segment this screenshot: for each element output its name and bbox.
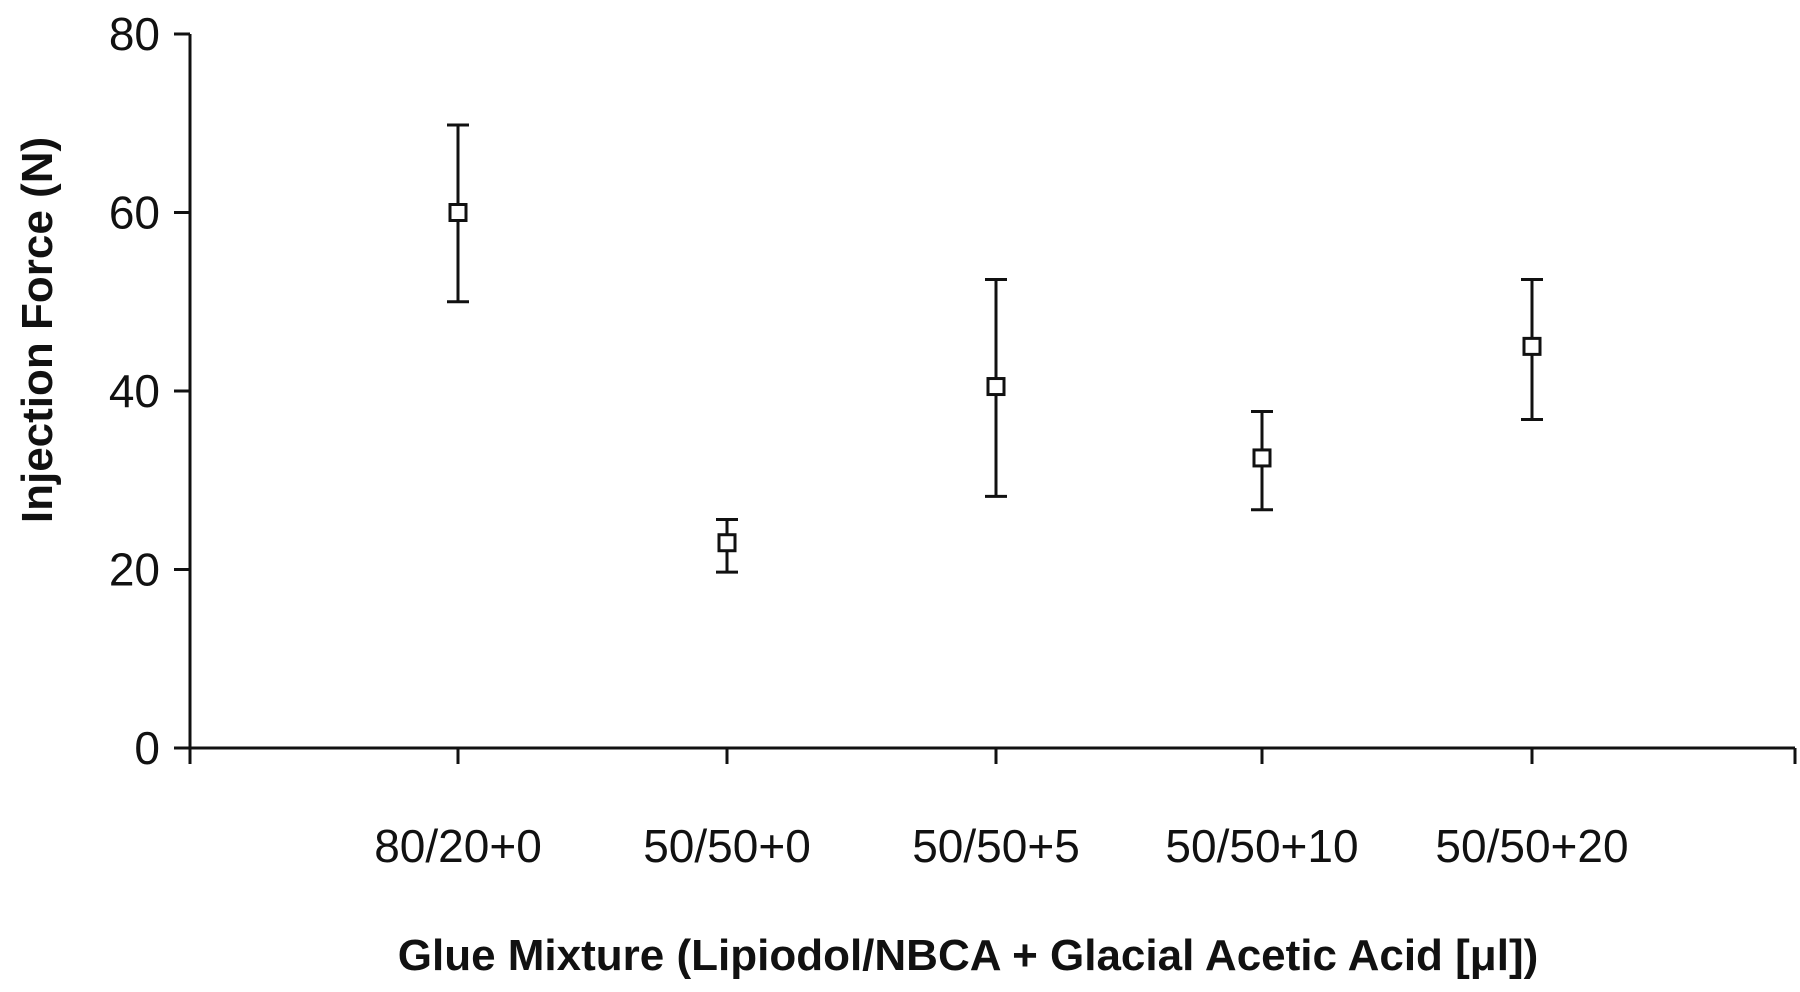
x-tick-label: 50/50+20 <box>1435 820 1628 872</box>
x-tick-label: 50/50+5 <box>912 820 1080 872</box>
data-point-marker <box>986 377 1006 397</box>
x-tick-label: 50/50+10 <box>1165 820 1358 872</box>
y-tick-label: 60 <box>109 187 160 239</box>
x-tick-label: 50/50+0 <box>643 820 811 872</box>
x-axis: 80/20+0 50/50+0 50/50+5 50/50+10 50/50+20 <box>188 746 1797 872</box>
y-tick-label: 40 <box>109 365 160 417</box>
y-tick-label: 80 <box>109 8 160 60</box>
data-points <box>447 123 1543 574</box>
x-axis-title: Glue Mixture (Lipiodol/NBCA + Glacial Ac… <box>398 931 1539 980</box>
y-axis: 0 20 40 60 80 <box>109 8 192 774</box>
data-point-marker <box>1252 448 1272 468</box>
y-tick-label: 20 <box>109 544 160 596</box>
data-point-marker <box>448 203 468 222</box>
data-point-marker <box>717 533 737 553</box>
x-tick-label: 80/20+0 <box>374 820 542 872</box>
data-point-marker <box>1522 336 1542 356</box>
y-tick-label: 0 <box>134 722 160 774</box>
y-axis-title: Injection Force (N) <box>13 137 62 523</box>
